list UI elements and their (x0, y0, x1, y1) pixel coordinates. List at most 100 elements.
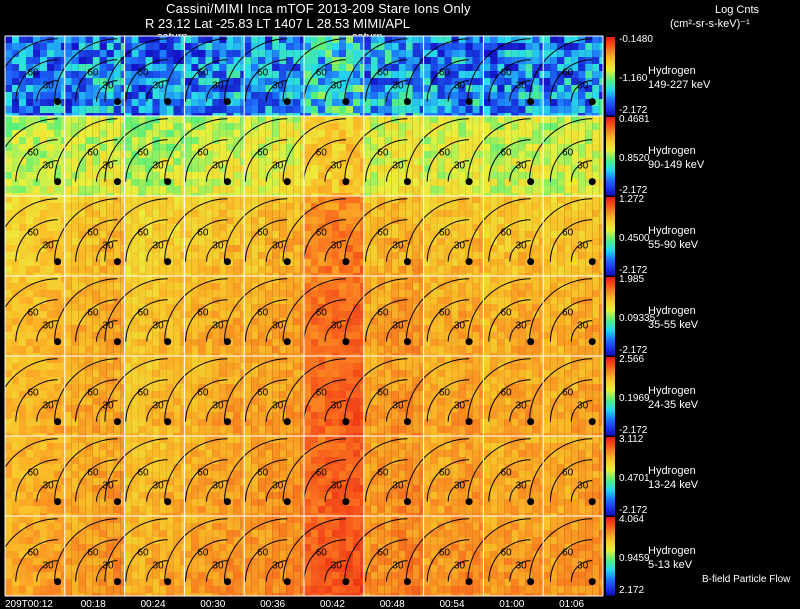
contour-line (0, 518, 58, 559)
contour-line (75, 459, 118, 502)
contour-line (570, 160, 593, 182)
time-tick-label: 00:30 (200, 599, 226, 609)
contour-line (282, 518, 346, 582)
contour-label: 60 (501, 148, 513, 159)
colorbar (606, 277, 615, 356)
contour-line (549, 219, 593, 262)
contour-line (528, 38, 593, 102)
panel-r6-c6 (363, 516, 424, 596)
contour-line (104, 278, 168, 342)
contour-label: 60 (316, 228, 328, 239)
time-tick-label: 00:36 (260, 599, 286, 609)
contour-line (36, 240, 58, 262)
contour-label: 60 (87, 308, 99, 319)
time-tick-label: 00:18 (80, 599, 106, 609)
contour-line (95, 320, 118, 342)
contour-line (405, 118, 470, 182)
legend-title: Log Cnts (714, 4, 760, 16)
saturn-marker (113, 178, 121, 186)
panel-r6-c3 (184, 516, 245, 596)
contour-label: 30 (454, 561, 466, 572)
contour-line (324, 480, 346, 502)
saturn-marker (54, 418, 62, 426)
saturn-marker (527, 258, 535, 266)
contour-label: 60 (439, 68, 451, 79)
contour-line (185, 459, 228, 502)
colorbar-mid: 0.1969 (619, 392, 650, 404)
panel-r2-c6 (363, 196, 424, 276)
contour-line (303, 299, 346, 342)
panel-r2-c5 (304, 196, 364, 276)
contours: 3060306030603060306030603060306030603060… (0, 38, 596, 586)
saturn-marker (403, 338, 411, 346)
row-species-label: Hydrogen (648, 384, 696, 397)
colorbar-min: 2.172 (619, 585, 645, 596)
contour-label: 60 (138, 468, 150, 479)
panel-borders (4, 35, 604, 597)
panel-r6-c0 (5, 516, 65, 596)
contour-line (386, 480, 408, 502)
contour-line (447, 80, 470, 102)
saturn-marker (223, 578, 231, 586)
contour-label: 60 (377, 228, 389, 239)
contour-label: 60 (439, 148, 451, 159)
contour-label: 60 (377, 548, 389, 559)
saturn-marker (342, 578, 350, 586)
contour-label: 60 (501, 468, 513, 479)
contour-label: 60 (197, 388, 209, 399)
row-species-label: Hydrogen (648, 224, 696, 237)
contour-line (104, 38, 168, 102)
contour-line (426, 59, 470, 102)
contour-line (36, 80, 58, 102)
contour-label: 30 (577, 161, 589, 172)
contour-line (0, 438, 58, 479)
contour-line (344, 118, 408, 182)
saturn-marker (342, 338, 350, 346)
contour-line (509, 80, 531, 102)
time-tick-label: 209T00:12 (5, 599, 53, 609)
panel-r5-c7 (423, 436, 484, 516)
saturn-marker (223, 98, 231, 106)
contour-line (146, 160, 168, 182)
contour-line (75, 219, 118, 262)
contour-line (447, 560, 470, 582)
contour-label: 30 (212, 241, 224, 252)
panel-r2-c9 (543, 196, 603, 276)
contour-label: 30 (153, 481, 165, 492)
row-species-label: Hydrogen (648, 464, 696, 477)
saturn-marker (588, 578, 596, 586)
contour-label: 30 (212, 561, 224, 572)
panel-r2-c8 (483, 196, 544, 276)
contour-line (570, 560, 593, 582)
contour-label: 60 (28, 148, 40, 159)
panel-r5-c3 (184, 436, 245, 516)
contour-label: 30 (577, 401, 589, 412)
contour-line (488, 379, 531, 422)
saturn-marker (465, 258, 473, 266)
saturn-marker (588, 418, 596, 426)
contour-label: 30 (102, 481, 114, 492)
saturn-marker (342, 498, 350, 506)
contour-line (324, 560, 346, 582)
saturn-marker (527, 98, 535, 106)
panel-r1-c3 (184, 116, 245, 196)
colorbar (606, 117, 615, 196)
contour-label: 60 (316, 388, 328, 399)
contour-line (303, 219, 346, 262)
contour-label: 30 (331, 161, 343, 172)
saturn-marker (283, 178, 291, 186)
contour-line (164, 198, 228, 262)
contour-label: 60 (28, 468, 40, 479)
colorbar-max: 1.272 (619, 194, 645, 205)
contour-line (164, 358, 228, 422)
contour-line (244, 59, 288, 102)
contour-line (15, 219, 58, 262)
contour-label: 30 (331, 81, 343, 92)
saturn-marker (465, 498, 473, 506)
contour-label: 30 (577, 241, 589, 252)
contour-line (365, 59, 408, 102)
saturn-marker (527, 498, 535, 506)
saturn-marker (588, 498, 596, 506)
contour-line (282, 278, 346, 342)
